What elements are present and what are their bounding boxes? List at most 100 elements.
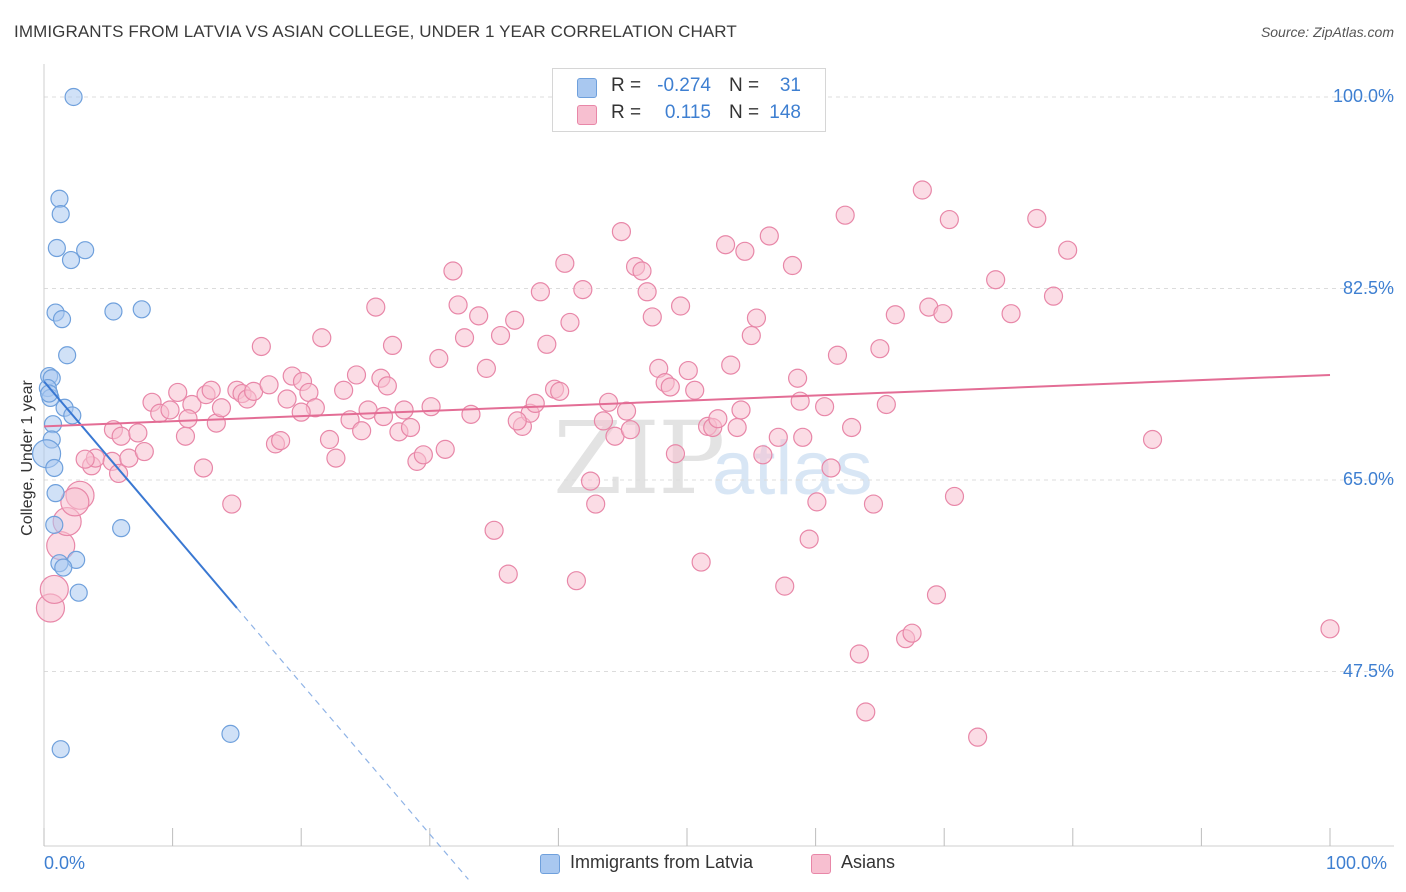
asians-point [525, 393, 545, 413]
y-tick-label: 82.5% [1342, 277, 1394, 298]
x-tick-max: 100.0% [1326, 853, 1388, 873]
asians-point [863, 494, 884, 514]
asians-point [566, 571, 587, 591]
asians-point [1320, 619, 1340, 639]
asians-point [598, 392, 619, 412]
asians-point [352, 421, 372, 441]
asians-point [193, 458, 214, 478]
stats-legend: R = -0.274 N = 31 R = 0.115 N = 148 [552, 68, 826, 132]
asians-point [807, 492, 827, 512]
legend-row-asians: R = 0.115 N = 148 [553, 101, 825, 127]
asians-point [678, 360, 698, 381]
asians-point [160, 400, 180, 420]
asians-point [435, 439, 455, 459]
asians-point [821, 458, 841, 478]
asians-point [271, 431, 291, 451]
legend-n-value: 31 [779, 75, 801, 96]
asians-point [708, 409, 728, 429]
asians-point [490, 325, 511, 346]
latvia-point [45, 458, 64, 478]
latvia-trend-line [43, 380, 238, 609]
asians-point [550, 381, 570, 401]
asians-point [175, 426, 196, 446]
asians-point [373, 406, 394, 427]
asians-points [35, 180, 1340, 747]
bottom-legend-latvia-swatch [540, 854, 560, 874]
asians-point [443, 261, 463, 281]
asians-point [660, 377, 680, 397]
bottom-legend-asians: Asians [841, 852, 896, 872]
latvia-point [76, 241, 95, 260]
asians-point [1142, 429, 1163, 450]
asians-point [593, 411, 614, 431]
latvia-point [46, 484, 65, 503]
asians-point [178, 409, 198, 429]
asians-point [870, 339, 890, 359]
asians-point [498, 564, 518, 584]
legend-n-label: N = [729, 102, 760, 123]
asians-point [555, 253, 575, 273]
latvia-point [64, 87, 83, 107]
asians-point [454, 328, 475, 348]
asians-point [394, 400, 414, 420]
watermark-atlas: atlas [712, 426, 873, 511]
latvia-point [58, 346, 77, 365]
asians-point [1027, 208, 1047, 229]
asians-point [746, 308, 767, 328]
asians-point [986, 270, 1006, 290]
asians-point [580, 471, 601, 491]
asians-point [632, 261, 652, 281]
asians-point [685, 380, 705, 400]
asians-point [827, 345, 848, 365]
bottom-legend-latvia: Immigrants from Latvia [570, 852, 754, 872]
asians-point [413, 445, 433, 465]
asians-point [842, 417, 862, 438]
bottom-legend-asians-swatch [811, 854, 831, 874]
asians-point [326, 448, 346, 468]
legend-n-value: 148 [769, 102, 801, 123]
asians-point [933, 304, 953, 324]
axes [43, 64, 1394, 847]
asians-point [39, 574, 69, 605]
legend-row-latvia: R = -0.274 N = 31 [553, 74, 825, 100]
y-tick-label: 47.5% [1342, 660, 1394, 681]
asians-point [753, 445, 773, 465]
asians-point [429, 348, 449, 369]
asians-point [211, 398, 232, 418]
y-tick-label: 65.0% [1342, 469, 1394, 489]
asians-point [835, 205, 855, 225]
watermark-zip: ZIP [553, 400, 725, 517]
asians-point [168, 382, 188, 403]
latvia-point [112, 519, 131, 538]
legend-n-label: N = [729, 75, 760, 96]
asians-swatch [577, 105, 597, 125]
source-label: Source: ZipAtlas.com [1260, 24, 1394, 40]
latvia-point [45, 515, 64, 534]
asians-point [691, 552, 711, 572]
asians-point [222, 494, 242, 514]
asians-point [735, 241, 755, 261]
asians-point [461, 404, 481, 424]
latvia-point [69, 583, 88, 602]
asians-point [469, 306, 489, 326]
legend-r-label: R = [611, 102, 642, 123]
chart-title: IMMIGRANTS FROM LATVIA VS ASIAN COLLEGE,… [14, 22, 737, 41]
asians-point [366, 297, 386, 317]
asians-point [759, 226, 779, 246]
asians-point [251, 336, 271, 357]
asians-point [573, 279, 593, 300]
latvia-swatch [577, 78, 597, 98]
asians-point [939, 209, 959, 230]
asians-point [885, 305, 905, 325]
asians-point [787, 368, 808, 388]
asians-trend-line [43, 373, 1331, 428]
asians-point [741, 325, 761, 346]
asians-point [799, 529, 819, 549]
gridlines [44, 96, 1394, 672]
latvia-point [52, 310, 72, 329]
latvia-point [132, 300, 151, 319]
asians-point [670, 296, 691, 316]
asians-point [319, 429, 340, 450]
asians-point [484, 520, 504, 540]
